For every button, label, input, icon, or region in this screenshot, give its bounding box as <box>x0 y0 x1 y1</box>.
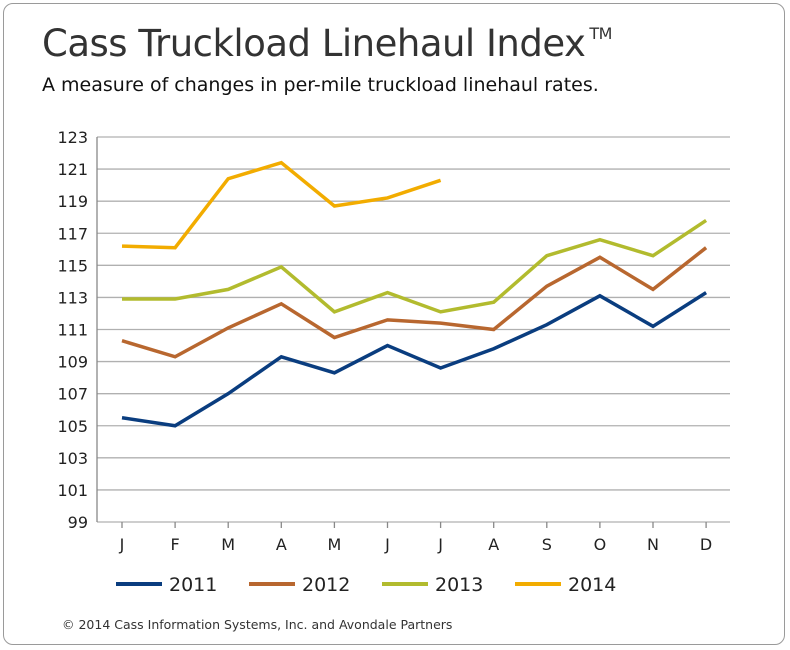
series-line-2011 <box>121 291 708 428</box>
x-tick-label: A <box>488 535 499 554</box>
y-tick-label: 99 <box>68 513 88 532</box>
x-tick-label: S <box>542 535 552 554</box>
chart-frame <box>3 3 785 645</box>
y-tick-label: 107 <box>57 385 88 404</box>
x-tick-label: J <box>384 535 390 554</box>
y-tick-label: 101 <box>57 481 88 500</box>
x-tick-label: F <box>170 535 179 554</box>
x-tick-label: O <box>594 535 607 554</box>
trademark: TM <box>589 24 612 43</box>
legend-label-2013: 2013 <box>435 574 483 596</box>
series-line-2012 <box>121 246 708 359</box>
chart-title: Cass Truckload Linehaul Index TM <box>42 22 612 65</box>
y-tick-label: 113 <box>57 288 88 307</box>
series-line-2013 <box>122 218 708 314</box>
y-tick-label: 117 <box>57 224 88 243</box>
legend-label-2011: 2011 <box>169 574 217 596</box>
y-tick-label: 111 <box>57 321 88 340</box>
y-tick-label: 103 <box>57 449 88 468</box>
legend-label-2014: 2014 <box>568 574 616 596</box>
y-tick-label: 121 <box>57 160 88 179</box>
y-tick-label: 115 <box>57 256 88 275</box>
x-tick-label: D <box>700 535 712 554</box>
x-tick-label: A <box>276 535 287 554</box>
title-text: Cass Truckload Linehaul Index <box>42 22 586 65</box>
x-tick-label: N <box>647 535 659 554</box>
legend-label-2012: 2012 <box>302 574 350 596</box>
x-tick-label: M <box>221 535 235 554</box>
y-tick-label: 105 <box>57 417 88 436</box>
series-line-2014 <box>121 160 442 250</box>
x-tick-label: J <box>119 535 125 554</box>
y-tick-label: 119 <box>57 192 88 211</box>
y-tick-label: 109 <box>57 353 88 372</box>
x-tick-label: M <box>327 535 341 554</box>
copyright: © 2014 Cass Information Systems, Inc. an… <box>62 617 453 632</box>
x-tick-label: J <box>437 535 443 554</box>
chart-subtitle: A measure of changes in per-mile trucklo… <box>42 74 599 96</box>
y-tick-label: 123 <box>57 128 88 147</box>
